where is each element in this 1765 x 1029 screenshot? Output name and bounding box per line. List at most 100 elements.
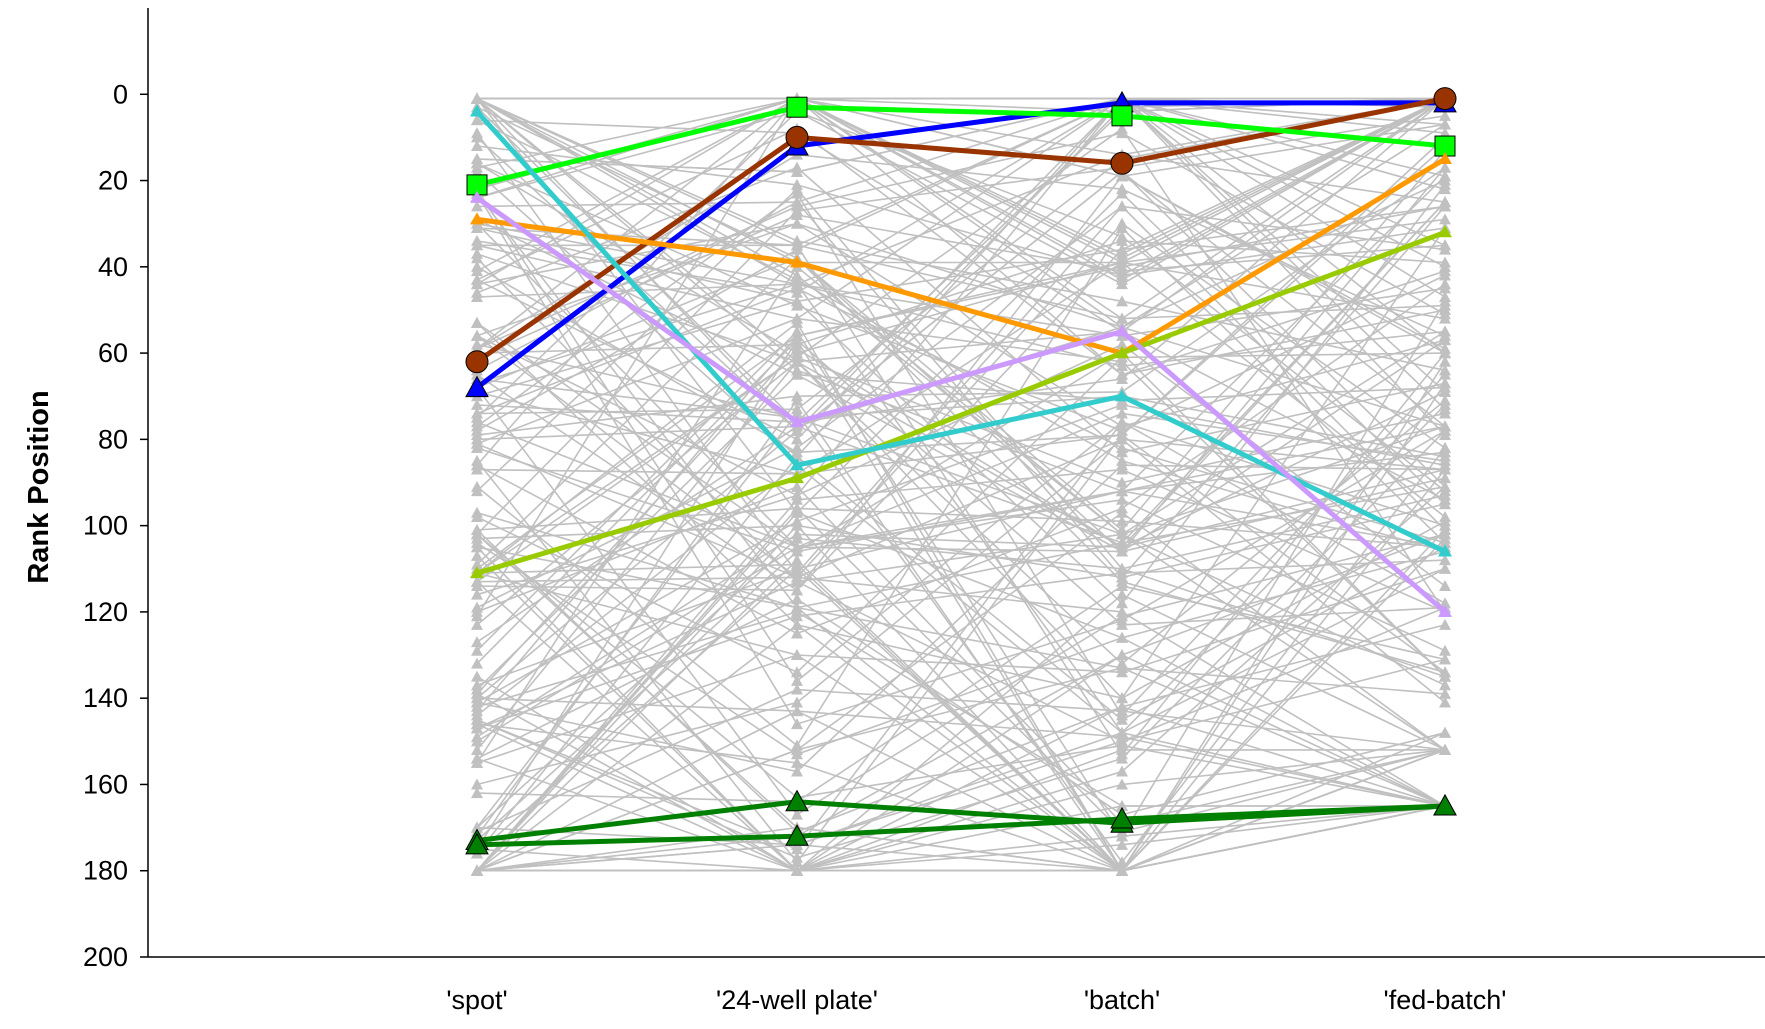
background-point: [1439, 269, 1451, 281]
background-point: [471, 329, 483, 341]
background-point: [791, 187, 803, 199]
background-point: [1116, 739, 1128, 751]
background-point: [471, 735, 483, 747]
background-line: [476, 110, 1446, 492]
background-line: [476, 529, 1446, 833]
background-line: [476, 347, 1446, 695]
background-point: [1439, 213, 1451, 225]
background-line: [476, 97, 1446, 173]
background-line: [476, 485, 1446, 825]
background-line: [476, 563, 1446, 872]
axes: [147, 8, 1765, 958]
background-point: [1116, 545, 1128, 557]
series-point: [1438, 225, 1452, 238]
background-line: [476, 97, 1446, 596]
background-point: [1439, 178, 1451, 190]
background-line: [476, 533, 1446, 872]
background-point: [1439, 109, 1451, 121]
background-point: [1439, 325, 1451, 337]
background-point: [1439, 687, 1451, 699]
series-point: [1433, 793, 1457, 816]
background-line: [476, 455, 1446, 855]
background-point: [1116, 312, 1128, 324]
background-point: [471, 480, 483, 492]
y-ticks: 0 20 40 60 80 100 120 140 160 180 200: [83, 79, 148, 972]
background-point: [1116, 485, 1128, 497]
background-point: [1116, 752, 1128, 764]
background-point: [1439, 644, 1451, 656]
background-point: [1116, 597, 1128, 609]
background-point: [791, 627, 803, 639]
background-line: [476, 201, 1446, 738]
background-point: [1116, 122, 1128, 134]
background-point: [471, 778, 483, 790]
background-line: [476, 317, 1446, 678]
background-point: [1439, 519, 1451, 531]
background-point: [471, 549, 483, 561]
background-line: [476, 468, 1446, 872]
background-point: [791, 325, 803, 337]
background-point: [471, 821, 483, 833]
background-point: [1116, 765, 1128, 777]
background-point: [1116, 588, 1128, 600]
background-point: [791, 433, 803, 445]
background-point: [791, 649, 803, 661]
background-point: [791, 705, 803, 717]
background-point: [471, 528, 483, 540]
background-line: [476, 373, 1446, 691]
background-point: [1439, 472, 1451, 484]
background-point: [1116, 661, 1128, 673]
series-point: [470, 104, 484, 117]
background-point: [791, 355, 803, 367]
background-point: [1116, 830, 1128, 842]
series-point: [1433, 87, 1457, 111]
background-point: [1116, 234, 1128, 246]
background-point: [1439, 441, 1451, 453]
background-line: [476, 265, 1446, 764]
series-line: [475, 100, 1445, 390]
background-line: [476, 667, 1446, 872]
y-tick-label: 200: [83, 942, 128, 972]
background-point: [1439, 377, 1451, 389]
background-point: [1116, 243, 1128, 255]
background-point: [471, 743, 483, 755]
background-point: [791, 217, 803, 229]
background-point: [791, 342, 803, 354]
background-point: [791, 666, 803, 678]
series-line: [476, 803, 1446, 848]
background-point: [471, 752, 483, 764]
background-point: [471, 541, 483, 553]
background-point: [791, 618, 803, 630]
background-line: [476, 123, 1446, 592]
background-point: [471, 316, 483, 328]
background-point: [791, 295, 803, 307]
background-point: [1439, 312, 1451, 324]
background-line: [476, 675, 1446, 872]
background-point: [1439, 679, 1451, 691]
series-line: [476, 229, 1446, 576]
background-point: [1116, 580, 1128, 592]
background-point: [1116, 429, 1128, 441]
background-point: [791, 519, 803, 531]
background-point: [791, 278, 803, 290]
background-point: [1116, 476, 1128, 488]
background-point: [1439, 580, 1451, 592]
background-point: [1439, 161, 1451, 173]
background-point: [1116, 562, 1128, 574]
series-point: [785, 824, 809, 846]
background-point: [1116, 221, 1128, 233]
background-point: [1116, 295, 1128, 307]
background-line: [476, 115, 1446, 535]
background-line: [476, 205, 1446, 570]
series-point: [465, 375, 489, 398]
background-line: [476, 127, 1446, 613]
series-markers: [465, 87, 1457, 855]
background-point: [791, 493, 803, 505]
background-point: [471, 718, 483, 730]
background-line: [476, 338, 1446, 873]
x-labels: 'spot' '24-well plate' 'batch' 'fed-batch': [446, 985, 1506, 1015]
series-point: [1115, 389, 1129, 402]
series-point: [786, 96, 808, 118]
background-line: [476, 425, 1446, 855]
background-line: [476, 507, 1446, 872]
